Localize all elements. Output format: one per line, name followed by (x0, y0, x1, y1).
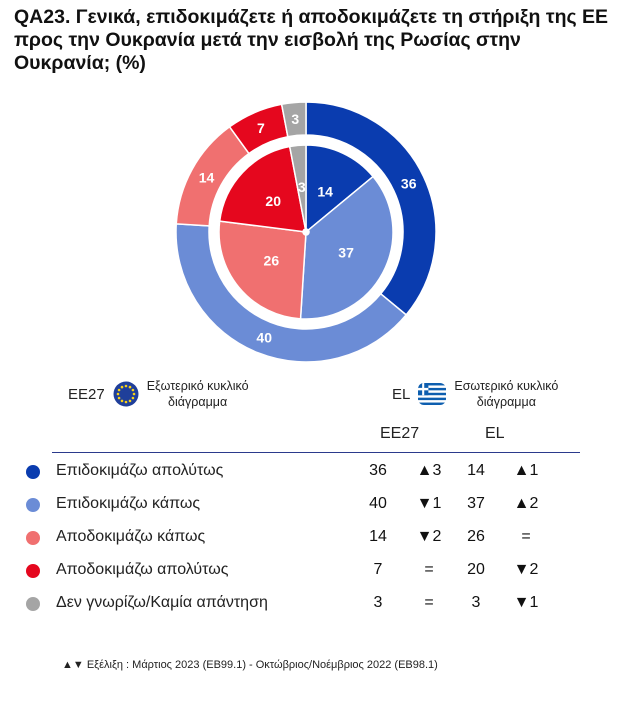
eu27-label-1: 40 (256, 330, 272, 346)
eu-value: 40 (369, 495, 387, 512)
legend-outer-code: EE27 (68, 385, 105, 403)
eu-star (120, 385, 124, 389)
el-value: 26 (467, 528, 485, 545)
legend-outer-text-line2: διάγραμμα (168, 395, 228, 409)
table-row: Επιδοκιμάζω απολύτως 36 ▲3 14 ▲1 (20, 456, 580, 489)
row-label: Επιδοκιμάζω κάπως (56, 495, 201, 512)
legend-outer: EE27 Εξωτερικό κυκλικό διάγραμμα (68, 378, 249, 410)
eu-flag-icon (113, 381, 139, 407)
legend-dot (26, 465, 40, 479)
legend-inner-text: Εσωτερικό κυκλικό διάγραμμα (454, 378, 558, 410)
legend-dot (26, 597, 40, 611)
eu-star (124, 384, 128, 388)
el-value: 14 (467, 462, 485, 479)
eu-change: = (424, 561, 434, 578)
eu-change: ▼1 (416, 495, 442, 512)
eu-star (132, 392, 136, 396)
el-slice-3 (218, 145, 307, 233)
eu27-label-4: 3 (291, 111, 299, 127)
ring-labels: 36 40 14 7 3 14 37 26 20 3 (199, 111, 417, 346)
eu-star (128, 385, 132, 389)
eu-star (120, 399, 124, 403)
eu-star (124, 400, 128, 404)
column-header-el: EL (485, 425, 505, 442)
el-slice-0 (305, 144, 375, 232)
eu-star (131, 388, 134, 392)
inner-ring-el (218, 144, 394, 320)
eu-value: 7 (373, 561, 383, 578)
el-value: 37 (467, 495, 485, 512)
el-value: 3 (471, 594, 481, 611)
eu-value: 36 (369, 462, 387, 479)
el-slice-4 (288, 144, 307, 230)
legend-inner-text-line2: διάγραμμα (476, 395, 536, 409)
eu-star (128, 399, 132, 403)
eu-star (117, 388, 121, 392)
table-row: Αποδοκιμάζω απολύτως 7 = 20 ▼2 (20, 555, 580, 588)
outer-ring-eu27 (175, 101, 437, 363)
footnote: ▲▼ Εξέλιξη : Μάρτιος 2023 (EB99.1) - Οκτ… (62, 659, 438, 671)
el-change: = (521, 528, 531, 545)
legend-dot (26, 498, 40, 512)
el-change: ▲1 (513, 462, 539, 479)
legend-inner-text-line1: Εσωτερικό κυκλικό (454, 379, 559, 393)
el-label-2: 26 (264, 253, 280, 269)
eu-value: 3 (373, 594, 383, 611)
column-header-eu27: EE27 (380, 425, 420, 442)
donut-chart: 36 40 14 7 3 14 37 26 20 3 (175, 101, 437, 363)
greece-flag-icon (418, 383, 447, 405)
table-row: Επιδοκιμάζω κάπως 40 ▼1 37 ▲2 (20, 489, 580, 522)
el-slice-2 (218, 220, 307, 320)
eu27-label-2: 14 (199, 169, 215, 185)
el-label-4: 3 (298, 179, 306, 195)
row-label: Αποδοκιμάζω απολύτως (56, 561, 229, 578)
legend-inner: EL Εσωτερικό κυκλικό διάγραμμα (392, 378, 558, 410)
row-label: Αποδοκιμάζω κάπως (56, 528, 206, 545)
eu27-label-3: 7 (257, 120, 265, 136)
table-row: Αποδοκιμάζω κάπως 14 ▼2 26 = (20, 522, 580, 555)
eu-star (117, 396, 121, 400)
legend-outer-text: Εξωτερικό κυκλικό διάγραμμα (147, 378, 249, 410)
header-divider (52, 452, 580, 453)
eu27-label-0: 36 (401, 176, 417, 192)
el-change: ▼2 (513, 561, 539, 578)
eu-value: 14 (369, 528, 387, 545)
el-value: 20 (467, 561, 485, 578)
row-label: Επιδοκιμάζω απολύτως (56, 462, 224, 479)
el-change: ▲2 (513, 495, 539, 512)
eu-change: = (424, 594, 434, 611)
el-change: ▼1 (513, 594, 539, 611)
el-label-1: 37 (338, 244, 354, 260)
eu-change: ▼2 (416, 528, 442, 545)
legend-dot (26, 564, 40, 578)
el-label-3: 20 (265, 193, 281, 209)
eu-change: ▲3 (416, 462, 442, 479)
eu-star (131, 396, 134, 400)
chart-title: QA23. Γενικά, επιδοκιμάζετε ή αποδοκιμάζ… (14, 6, 609, 74)
legend-outer-text-line1: Εξωτερικό κυκλικό (146, 379, 249, 393)
el-label-0: 14 (317, 183, 333, 199)
row-label: Δεν γνωρίζω/Καμία απάντηση (56, 594, 268, 611)
legend-dot (26, 531, 40, 545)
eu27-slice-4 (280, 101, 307, 138)
table-row: Δεν γνωρίζω/Καμία απάντηση 3 = 3 ▼1 (20, 588, 580, 621)
legend-inner-code: EL (392, 385, 411, 403)
eu-star (116, 392, 120, 396)
el-slice-1 (299, 175, 394, 320)
eu27-slice-1 (175, 223, 408, 363)
